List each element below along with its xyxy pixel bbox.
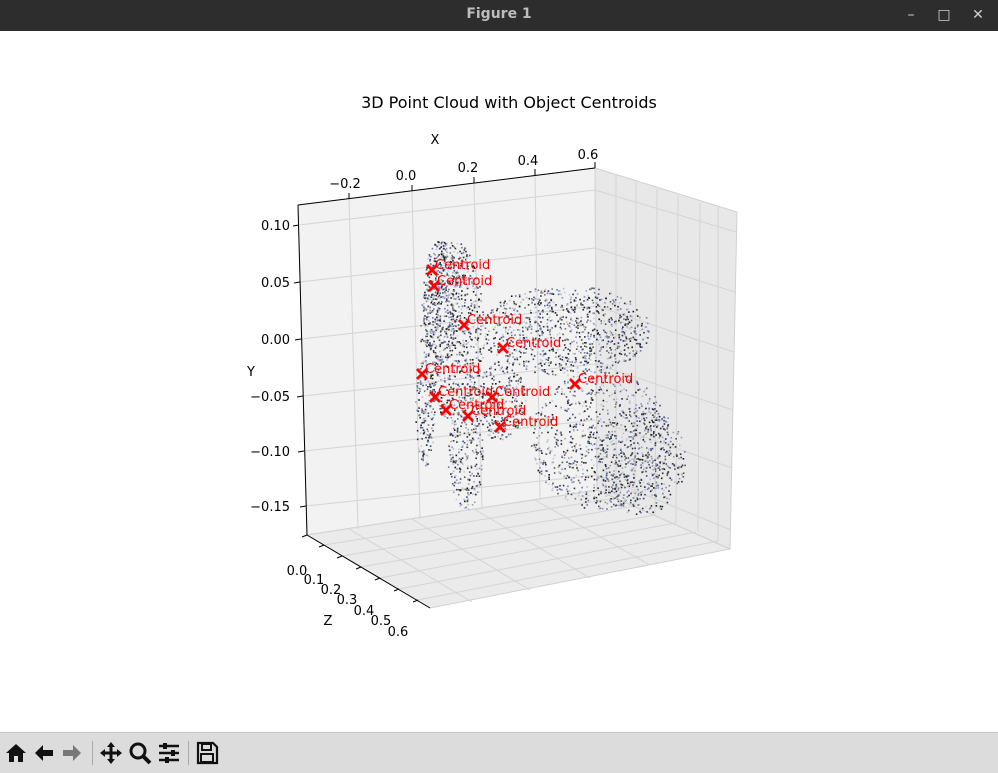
- save-icon[interactable]: [193, 739, 221, 767]
- window-titlebar: Figure 1 – □ ✕: [0, 0, 998, 31]
- toolbar-separator: [188, 741, 189, 765]
- centroids: CentroidCentroidCentroidCentroidCentroid…: [416, 258, 633, 433]
- x-tick-label: 0.4: [518, 154, 539, 169]
- back-arrow-icon[interactable]: [30, 739, 58, 767]
- grid: [298, 167, 737, 603]
- z-ticks: 0.00.10.20.30.40.50.6: [287, 534, 419, 640]
- centroid-marker: Centroid: [462, 404, 526, 422]
- chart-title: 3D Point Cloud with Object Centroids: [361, 93, 657, 112]
- plot-3d: 3D Point Cloud with Object Centroids −0.…: [246, 93, 738, 640]
- navigation-toolbar: [0, 732, 998, 773]
- centroid-label: Centroid: [503, 415, 558, 430]
- y-tick-label: 0.00: [261, 333, 290, 348]
- centroid-marker: Centroid: [494, 415, 558, 433]
- toolbar-separator: [92, 741, 93, 765]
- x-ticks: −0.2 0.0 0.2 0.4 0.6: [329, 148, 598, 199]
- close-button[interactable]: ✕: [972, 7, 984, 23]
- y-tick-label: 0.05: [261, 276, 290, 291]
- window-title: Figure 1: [466, 6, 532, 22]
- z-tick-label: 0.3: [337, 593, 358, 608]
- centroid-marker: Centroid: [426, 258, 490, 276]
- pan-icon[interactable]: [97, 739, 125, 767]
- z-tick-label: 0.4: [354, 604, 375, 619]
- z-tick-label: 0.2: [321, 583, 342, 598]
- centroid-label: Centroid: [438, 385, 493, 400]
- centroid-marker: Centroid: [497, 336, 561, 354]
- x-tick-label: −0.2: [329, 177, 361, 192]
- y-tick-label: −0.05: [250, 390, 290, 405]
- point-cloud: [415, 240, 686, 515]
- forward-arrow-icon[interactable]: [58, 739, 86, 767]
- centroid-marker: Centroid: [416, 362, 480, 380]
- configure-subplots-icon[interactable]: [155, 739, 183, 767]
- x-axis-label: X: [431, 133, 440, 148]
- z-axis-label: Z: [324, 614, 333, 629]
- centroid-label: Centroid: [495, 385, 550, 400]
- x-axis-line: [297, 167, 596, 206]
- centroid-label: Centroid: [425, 362, 480, 377]
- maximize-button[interactable]: □: [937, 7, 951, 23]
- x-tick-label: 0.0: [396, 169, 417, 184]
- centroid-label: Centroid: [467, 313, 522, 328]
- y-axis-label: Y: [246, 365, 255, 380]
- home-icon[interactable]: [2, 739, 30, 767]
- z-axis-line: [306, 534, 431, 609]
- x-tick-label: 0.6: [578, 148, 599, 163]
- z-tick-label: 0.6: [388, 625, 409, 640]
- figure-canvas[interactable]: 3D Point Cloud with Object Centroids −0.…: [0, 31, 998, 732]
- x-tick-label: 0.2: [458, 161, 479, 176]
- centroid-marker: Centroid: [429, 385, 493, 403]
- centroid-label: Centroid: [449, 398, 504, 413]
- centroid-marker: Centroid: [458, 313, 522, 331]
- z-tick-label: 0.1: [304, 573, 325, 588]
- centroid-label: Centroid: [437, 274, 492, 289]
- y-axis-line: [297, 204, 308, 536]
- centroid-marker: Centroid: [486, 385, 550, 403]
- z-tick-label: 0.0: [287, 564, 308, 579]
- centroid-label: Centroid: [471, 404, 526, 419]
- centroid-marker: Centroid: [440, 398, 504, 416]
- z-tick-label: 0.5: [371, 614, 392, 629]
- minimize-button[interactable]: –: [907, 7, 915, 23]
- centroid-marker: Centroid: [569, 372, 633, 390]
- centroid-label: Centroid: [506, 336, 561, 351]
- zoom-icon[interactable]: [126, 739, 154, 767]
- centroid-label: Centroid: [435, 258, 490, 273]
- centroid-label: Centroid: [578, 372, 633, 387]
- y-ticks: 0.10 0.05 0.00 −0.05 −0.10 −0.15: [250, 219, 307, 515]
- y-tick-label: 0.10: [261, 219, 290, 234]
- centroid-marker: Centroid: [428, 274, 492, 292]
- y-tick-label: −0.15: [250, 500, 290, 515]
- y-tick-label: −0.10: [250, 445, 290, 460]
